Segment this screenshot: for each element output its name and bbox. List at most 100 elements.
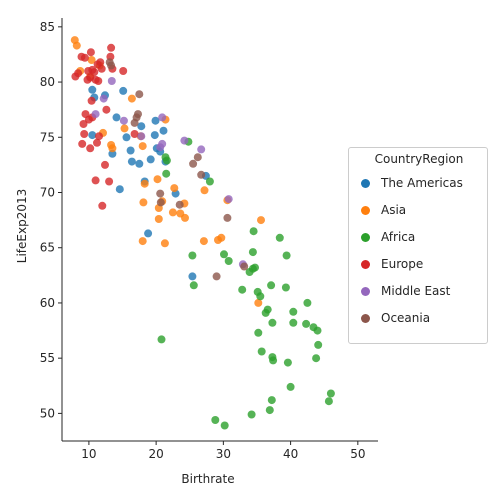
point-europe	[87, 96, 96, 105]
point-africa	[157, 335, 166, 344]
legend-label: Europe	[381, 257, 424, 271]
point-europe	[97, 64, 106, 73]
point-oceania	[175, 200, 184, 209]
point-middle-east	[137, 132, 146, 141]
point-africa	[265, 406, 274, 415]
point-the-americas	[115, 185, 124, 194]
point-africa	[267, 281, 276, 290]
point-asia	[168, 208, 177, 217]
y-tick-label: 65	[40, 241, 55, 255]
point-africa	[324, 397, 333, 406]
point-asia	[108, 144, 117, 153]
point-africa	[211, 416, 220, 424]
point-europe	[102, 105, 111, 114]
y-tick-label: 75	[40, 130, 55, 144]
point-africa	[189, 281, 198, 290]
point-middle-east	[180, 136, 189, 145]
point-europe	[130, 130, 139, 138]
point-asia	[160, 239, 169, 248]
y-axis-label: LifeExp2013	[15, 189, 29, 263]
point-the-americas	[88, 85, 97, 94]
legend-marker-icon	[361, 313, 370, 323]
legend-label: Asia	[381, 203, 407, 217]
point-middle-east	[158, 113, 167, 122]
x-tick-label: 40	[283, 447, 298, 461]
point-europe	[95, 132, 103, 141]
point-asia	[199, 237, 208, 246]
point-africa	[248, 248, 257, 257]
legend-marker-icon	[361, 286, 370, 296]
y-tick-label: 70	[40, 186, 55, 200]
point-europe	[94, 77, 103, 85]
y-tick-label: 80	[40, 75, 55, 89]
point-africa	[263, 305, 272, 314]
point-middle-east	[224, 195, 233, 204]
point-europe	[80, 53, 89, 62]
legend-title: CountryRegion	[374, 152, 464, 166]
point-asia	[138, 142, 147, 151]
point-asia	[154, 215, 163, 223]
point-oceania	[107, 61, 116, 70]
point-middle-east	[197, 145, 206, 154]
point-africa	[289, 307, 298, 316]
point-africa	[162, 156, 171, 165]
legend-marker-icon	[361, 232, 370, 242]
point-africa	[283, 358, 292, 367]
point-asia	[181, 213, 189, 222]
legend-marker-icon	[361, 178, 370, 188]
point-europe	[98, 201, 107, 210]
x-tick-label: 10	[81, 447, 96, 461]
point-asia	[257, 216, 265, 225]
point-oceania	[212, 272, 221, 281]
point-asia	[140, 179, 149, 188]
legend-item-africa: Africa	[361, 228, 415, 246]
legend-marker-icon	[361, 205, 370, 215]
point-africa	[249, 227, 258, 236]
point-africa	[162, 169, 171, 178]
x-tick-label: 30	[216, 447, 231, 461]
legend: CountryRegion The Americas Asia Africa E…	[348, 147, 488, 344]
point-asia	[127, 94, 136, 103]
point-europe	[90, 68, 99, 77]
legend-marker-icon	[361, 259, 370, 269]
point-europe	[74, 69, 83, 78]
point-europe	[107, 43, 116, 52]
legend-item-the-americas: The Americas	[361, 174, 463, 192]
point-africa	[312, 354, 321, 363]
point-africa	[254, 328, 263, 337]
point-oceania	[156, 189, 165, 198]
point-the-americas	[126, 146, 135, 155]
point-the-americas	[88, 131, 97, 140]
point-africa	[188, 251, 197, 260]
point-africa	[326, 389, 335, 398]
point-oceania	[189, 159, 198, 168]
legend-label: Africa	[381, 230, 416, 244]
point-asia	[139, 198, 148, 207]
point-the-americas	[188, 272, 197, 281]
point-the-americas	[150, 131, 159, 140]
point-europe	[79, 120, 88, 128]
axes: 10 20 30 40 50 50 55 60 65 70 75 80 85	[40, 18, 378, 461]
point-oceania	[134, 110, 142, 119]
point-europe	[105, 177, 114, 186]
point-africa	[257, 347, 266, 356]
point-africa	[269, 356, 278, 365]
point-the-americas	[159, 126, 168, 135]
y-tick-label: 60	[40, 296, 55, 310]
legend-item-asia: Asia	[361, 201, 406, 219]
point-africa	[256, 292, 265, 301]
point-oceania	[197, 170, 206, 179]
point-asia	[120, 124, 129, 133]
point-europe	[91, 176, 100, 185]
point-oceania	[223, 213, 232, 222]
point-middle-east	[91, 110, 100, 119]
point-asia	[217, 233, 226, 242]
point-africa	[275, 233, 284, 242]
point-europe	[86, 48, 95, 57]
point-the-americas	[127, 157, 136, 166]
legend-item-europe: Europe	[361, 255, 423, 273]
x-axis-label: Birthrate	[181, 472, 234, 486]
point-oceania	[135, 90, 144, 99]
point-asia	[254, 298, 263, 307]
point-africa	[313, 326, 322, 335]
